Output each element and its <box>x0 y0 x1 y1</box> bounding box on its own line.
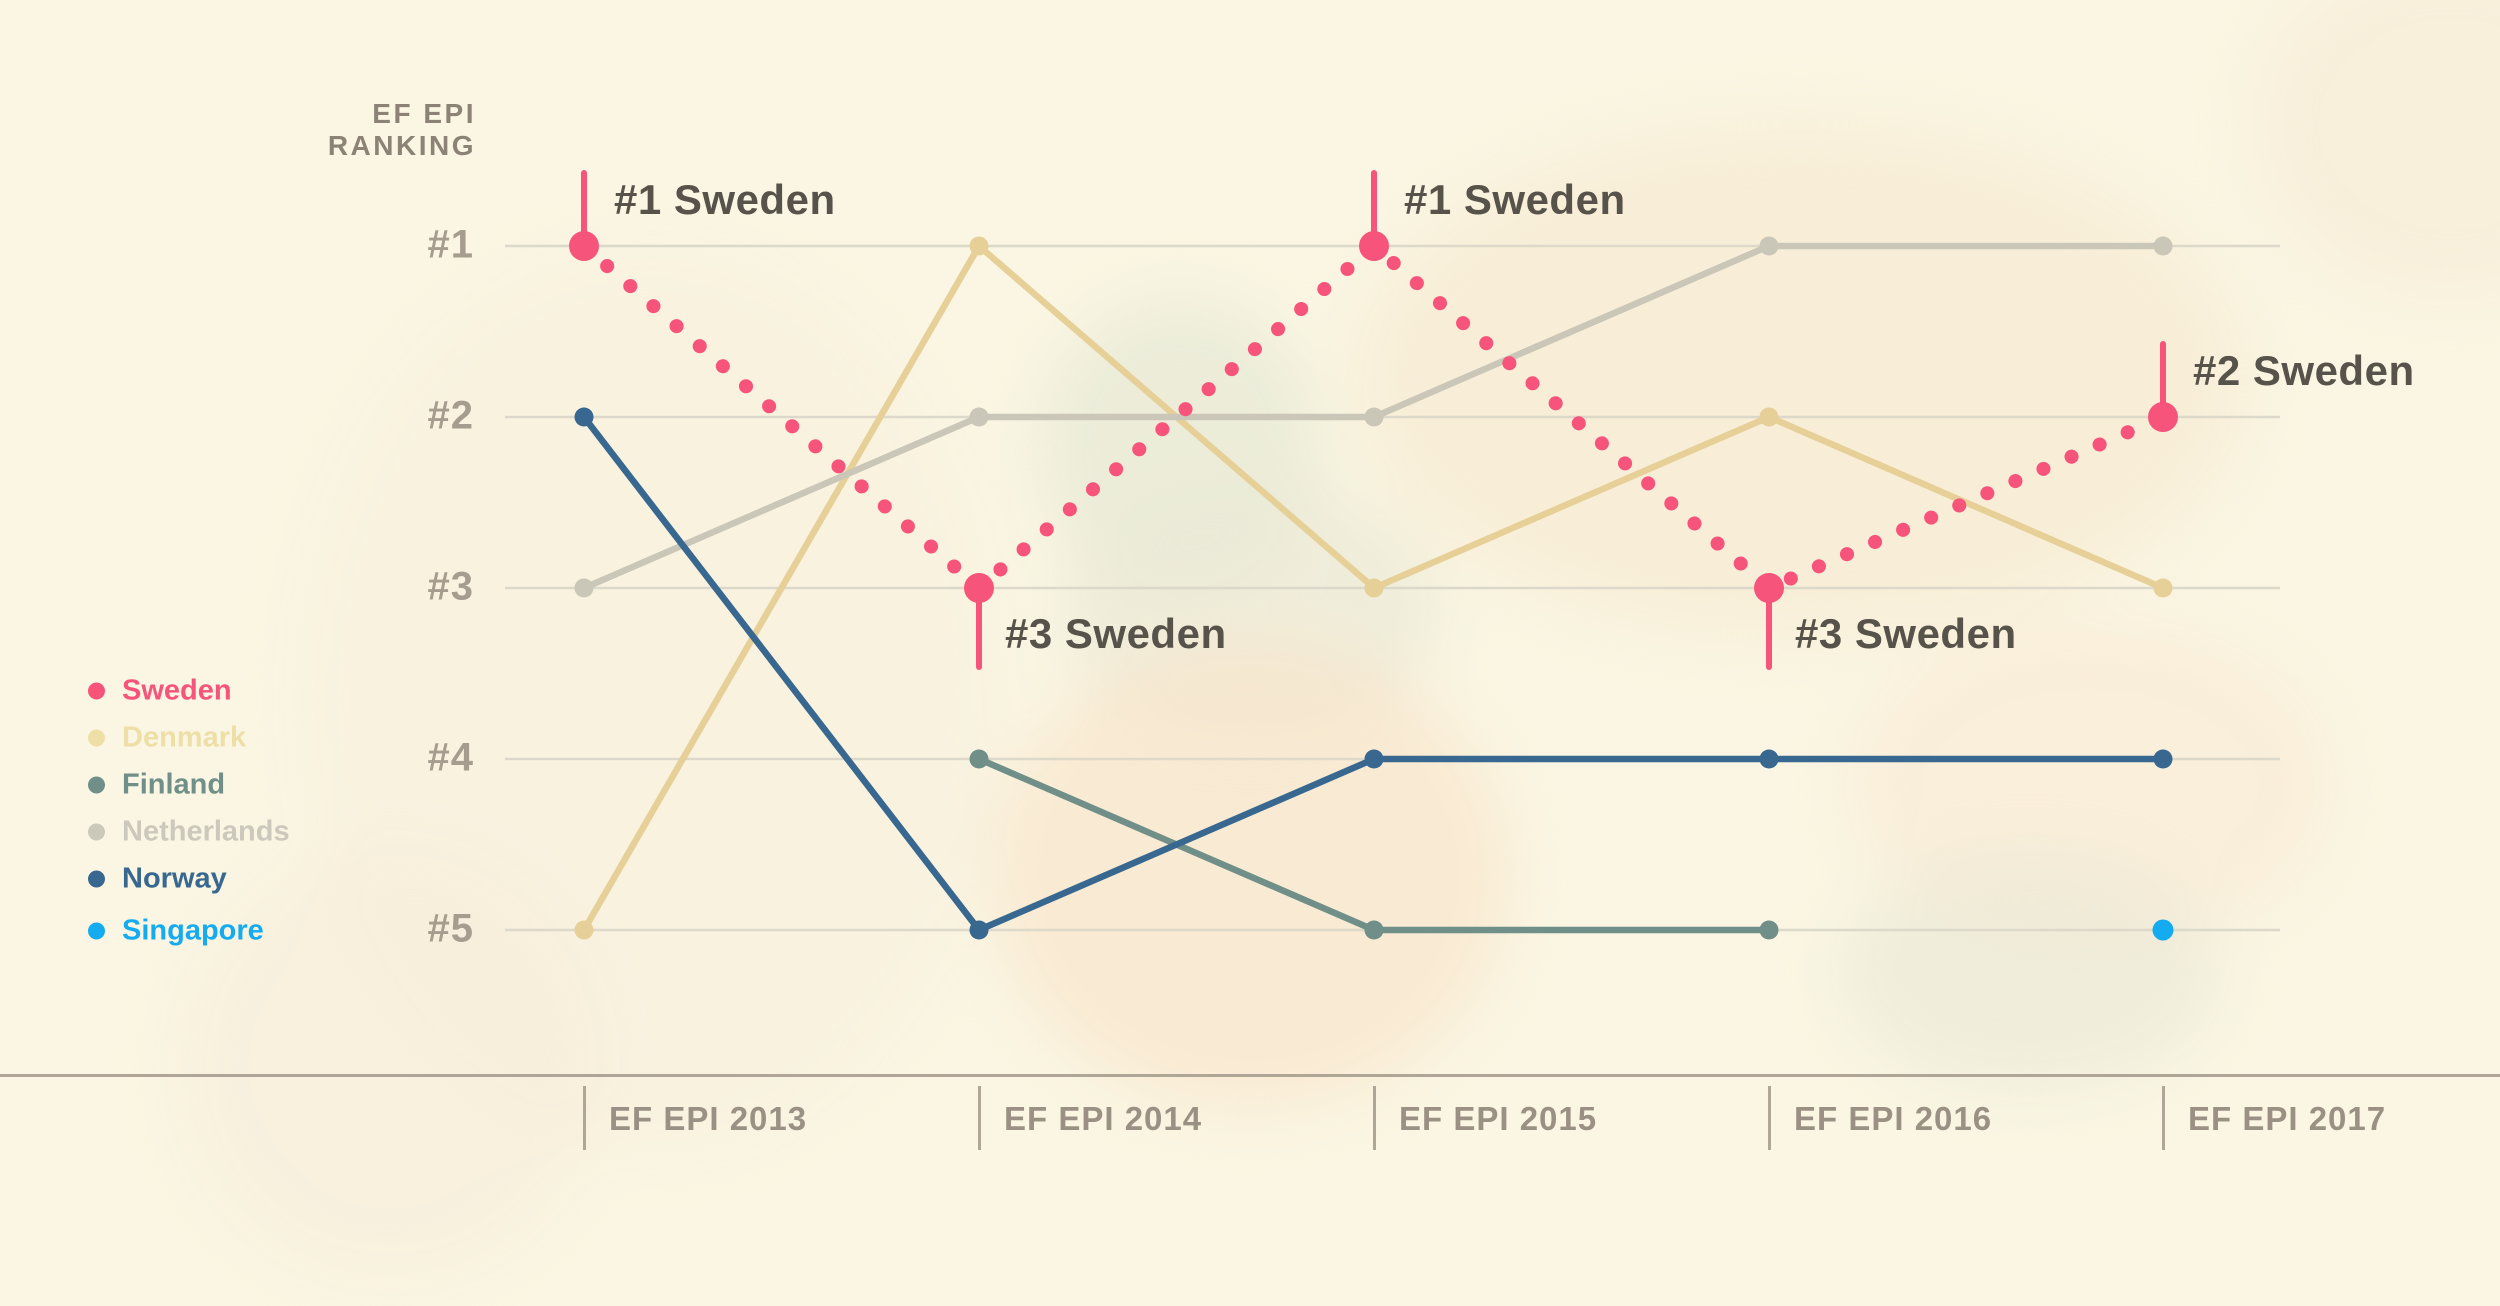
x-axis-tick <box>1372 1086 1376 1150</box>
x-axis-label: EF EPI 2016 <box>1794 1100 1993 1137</box>
data-point-finland-2014 <box>969 749 989 769</box>
y-axis-title-line2: RANKING <box>327 130 476 161</box>
annotation-label-2016: #3 Sweden <box>1795 610 2017 657</box>
legend-label: Finland <box>122 768 226 801</box>
y-axis-label: #3 <box>427 564 474 609</box>
data-point-denmark-2013 <box>574 920 594 940</box>
data-point-netherlands-2015 <box>1364 407 1384 427</box>
legend-item-finland: Finland <box>88 769 225 802</box>
x-axis-tick <box>2161 1086 2165 1150</box>
data-point-sweden-2014 <box>964 573 994 603</box>
data-point-norway-2015 <box>1364 749 1384 769</box>
data-point-netherlands-2013 <box>574 578 594 598</box>
series-line-norway <box>580 413 2167 934</box>
annotation-label-2015: #1 Sweden <box>1404 176 1626 223</box>
annotation-label-2013: #1 Sweden <box>614 176 836 223</box>
data-point-sweden-2015 <box>1359 231 1389 261</box>
data-point-norway-2017 <box>2153 749 2173 769</box>
x-axis-tick <box>1767 1086 1771 1150</box>
legend-item-denmark: Denmark <box>88 722 246 755</box>
data-point-sweden-2013 <box>569 231 599 261</box>
norway-legend-dot-icon <box>88 870 105 888</box>
series-layer <box>569 170 2178 941</box>
data-point-netherlands-2017 <box>2153 236 2173 256</box>
netherlands-legend-dot-icon <box>88 823 105 841</box>
annotation-label-2014: #3 Sweden <box>1005 610 1227 657</box>
data-point-finland-2015 <box>1364 920 1384 940</box>
legend-label: Denmark <box>122 721 247 754</box>
y-axis-label: #2 <box>427 393 474 438</box>
y-axis-label: #1 <box>427 222 474 267</box>
data-point-norway-2016 <box>1759 749 1779 769</box>
map-blob-australia <box>1840 850 2220 1090</box>
annotation-label-2017: #2 Sweden <box>2193 347 2415 394</box>
x-axis-label: EF EPI 2017 <box>2188 1100 2387 1137</box>
data-point-singapore-2017 <box>2152 919 2174 941</box>
legend-label: Norway <box>122 862 227 895</box>
gridlines-layer <box>505 244 2280 932</box>
y-axis-title: EF EPI RANKING <box>0 98 476 162</box>
data-point-finland-2016 <box>1759 920 1779 940</box>
map-blob-south-america <box>180 850 600 1280</box>
legend-item-singapore: Singapore <box>88 915 264 948</box>
data-point-norway-2014 <box>969 920 989 940</box>
y-axis-label: #4 <box>427 735 474 780</box>
legend-item-netherlands: Netherlands <box>88 816 290 849</box>
legend-label: Sweden <box>122 674 232 707</box>
data-point-denmark-2015 <box>1364 578 1384 598</box>
x-axis-label: EF EPI 2013 <box>609 1100 808 1137</box>
data-point-sweden-2016 <box>1754 573 1784 603</box>
legend-item-norway: Norway <box>88 863 227 896</box>
data-point-netherlands-2016 <box>1759 236 1779 256</box>
data-point-denmark-2017 <box>2153 578 2173 598</box>
data-point-sweden-2017 <box>2148 402 2178 432</box>
y-axis-title-line1: EF EPI <box>372 98 476 129</box>
data-point-norway-2013 <box>574 407 594 427</box>
legend-item-sweden: Sweden <box>88 675 232 708</box>
legend-label: Netherlands <box>122 815 290 848</box>
x-axis-tick <box>582 1086 586 1150</box>
data-point-netherlands-2014 <box>969 407 989 427</box>
denmark-legend-dot-icon <box>88 729 105 747</box>
sweden-legend-dot-icon <box>88 682 105 700</box>
legend-label: Singapore <box>122 914 264 947</box>
singapore-legend-dot-icon <box>88 922 105 940</box>
x-axis-line <box>0 1074 2500 1077</box>
data-point-denmark-2014 <box>969 236 989 256</box>
x-axis-label: EF EPI 2015 <box>1399 1100 1598 1137</box>
series-line-finland <box>975 755 1773 934</box>
x-axis-label: EF EPI 2014 <box>1004 1100 1203 1137</box>
x-axis-tick <box>977 1086 981 1150</box>
data-point-denmark-2016 <box>1759 407 1779 427</box>
y-axis-label: #5 <box>427 906 474 951</box>
map-blob-asia <box>1350 120 2250 640</box>
finland-legend-dot-icon <box>88 776 105 794</box>
